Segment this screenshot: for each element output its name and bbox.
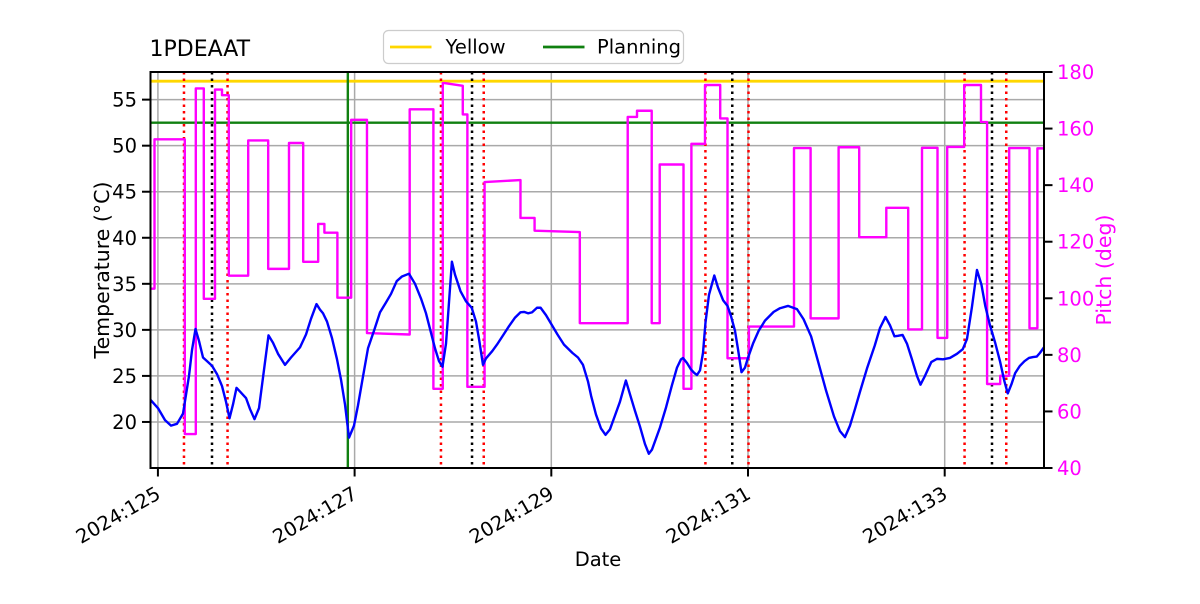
x-axis-label: Date bbox=[575, 548, 622, 571]
y-tick-label-left: 30 bbox=[112, 319, 137, 342]
y-axis-label-right: Pitch (deg) bbox=[1092, 214, 1116, 325]
y-tick-label-right: 180 bbox=[1057, 61, 1094, 84]
x-tick-label: 2024:127 bbox=[269, 482, 361, 549]
y-tick-label-right: 60 bbox=[1057, 400, 1082, 423]
y-tick-label-left: 45 bbox=[112, 181, 137, 204]
plot-spines bbox=[149, 71, 1045, 469]
tick-labels-layer: 2024:125 2024:127 2024:129 2024:131 2024:133… bbox=[72, 61, 1094, 549]
y-tick-label-right: 80 bbox=[1057, 344, 1082, 367]
legend-label-planning: Planning bbox=[597, 36, 681, 59]
series-layer bbox=[150, 81, 1044, 455]
legend-box bbox=[382, 29, 685, 65]
y-axis-label-left: Temperature (°C) bbox=[90, 182, 114, 360]
legend-label-yellow: Yellow bbox=[445, 36, 506, 59]
chart-title: 1PDEAAT bbox=[150, 37, 251, 62]
temperature-line bbox=[150, 260, 1044, 455]
y-tick-label-right: 140 bbox=[1057, 174, 1094, 197]
y-tick-label-left: 50 bbox=[112, 135, 137, 158]
y-tick-label-right: 120 bbox=[1057, 231, 1094, 254]
axes-layer bbox=[142, 71, 1053, 477]
y-tick-label-right: 100 bbox=[1057, 287, 1094, 310]
y-tick-label-left: 20 bbox=[112, 411, 137, 434]
y-tick-label-left: 55 bbox=[112, 89, 137, 112]
y-tick-label-right: 160 bbox=[1057, 118, 1094, 141]
y-tick-label-right: 40 bbox=[1057, 457, 1082, 480]
legend: Yellow Planning bbox=[382, 29, 685, 65]
pitch-line bbox=[150, 81, 1044, 436]
x-tick-label: 2024:125 bbox=[72, 482, 164, 549]
y-tick-label-left: 40 bbox=[112, 227, 137, 250]
y-tick-label-left: 25 bbox=[112, 365, 137, 388]
x-tick-label: 2024:129 bbox=[465, 482, 557, 549]
x-tick-label: 2024:131 bbox=[662, 482, 754, 549]
x-tick-label: 2024:133 bbox=[859, 482, 951, 549]
y-tick-label-left: 35 bbox=[112, 273, 137, 296]
